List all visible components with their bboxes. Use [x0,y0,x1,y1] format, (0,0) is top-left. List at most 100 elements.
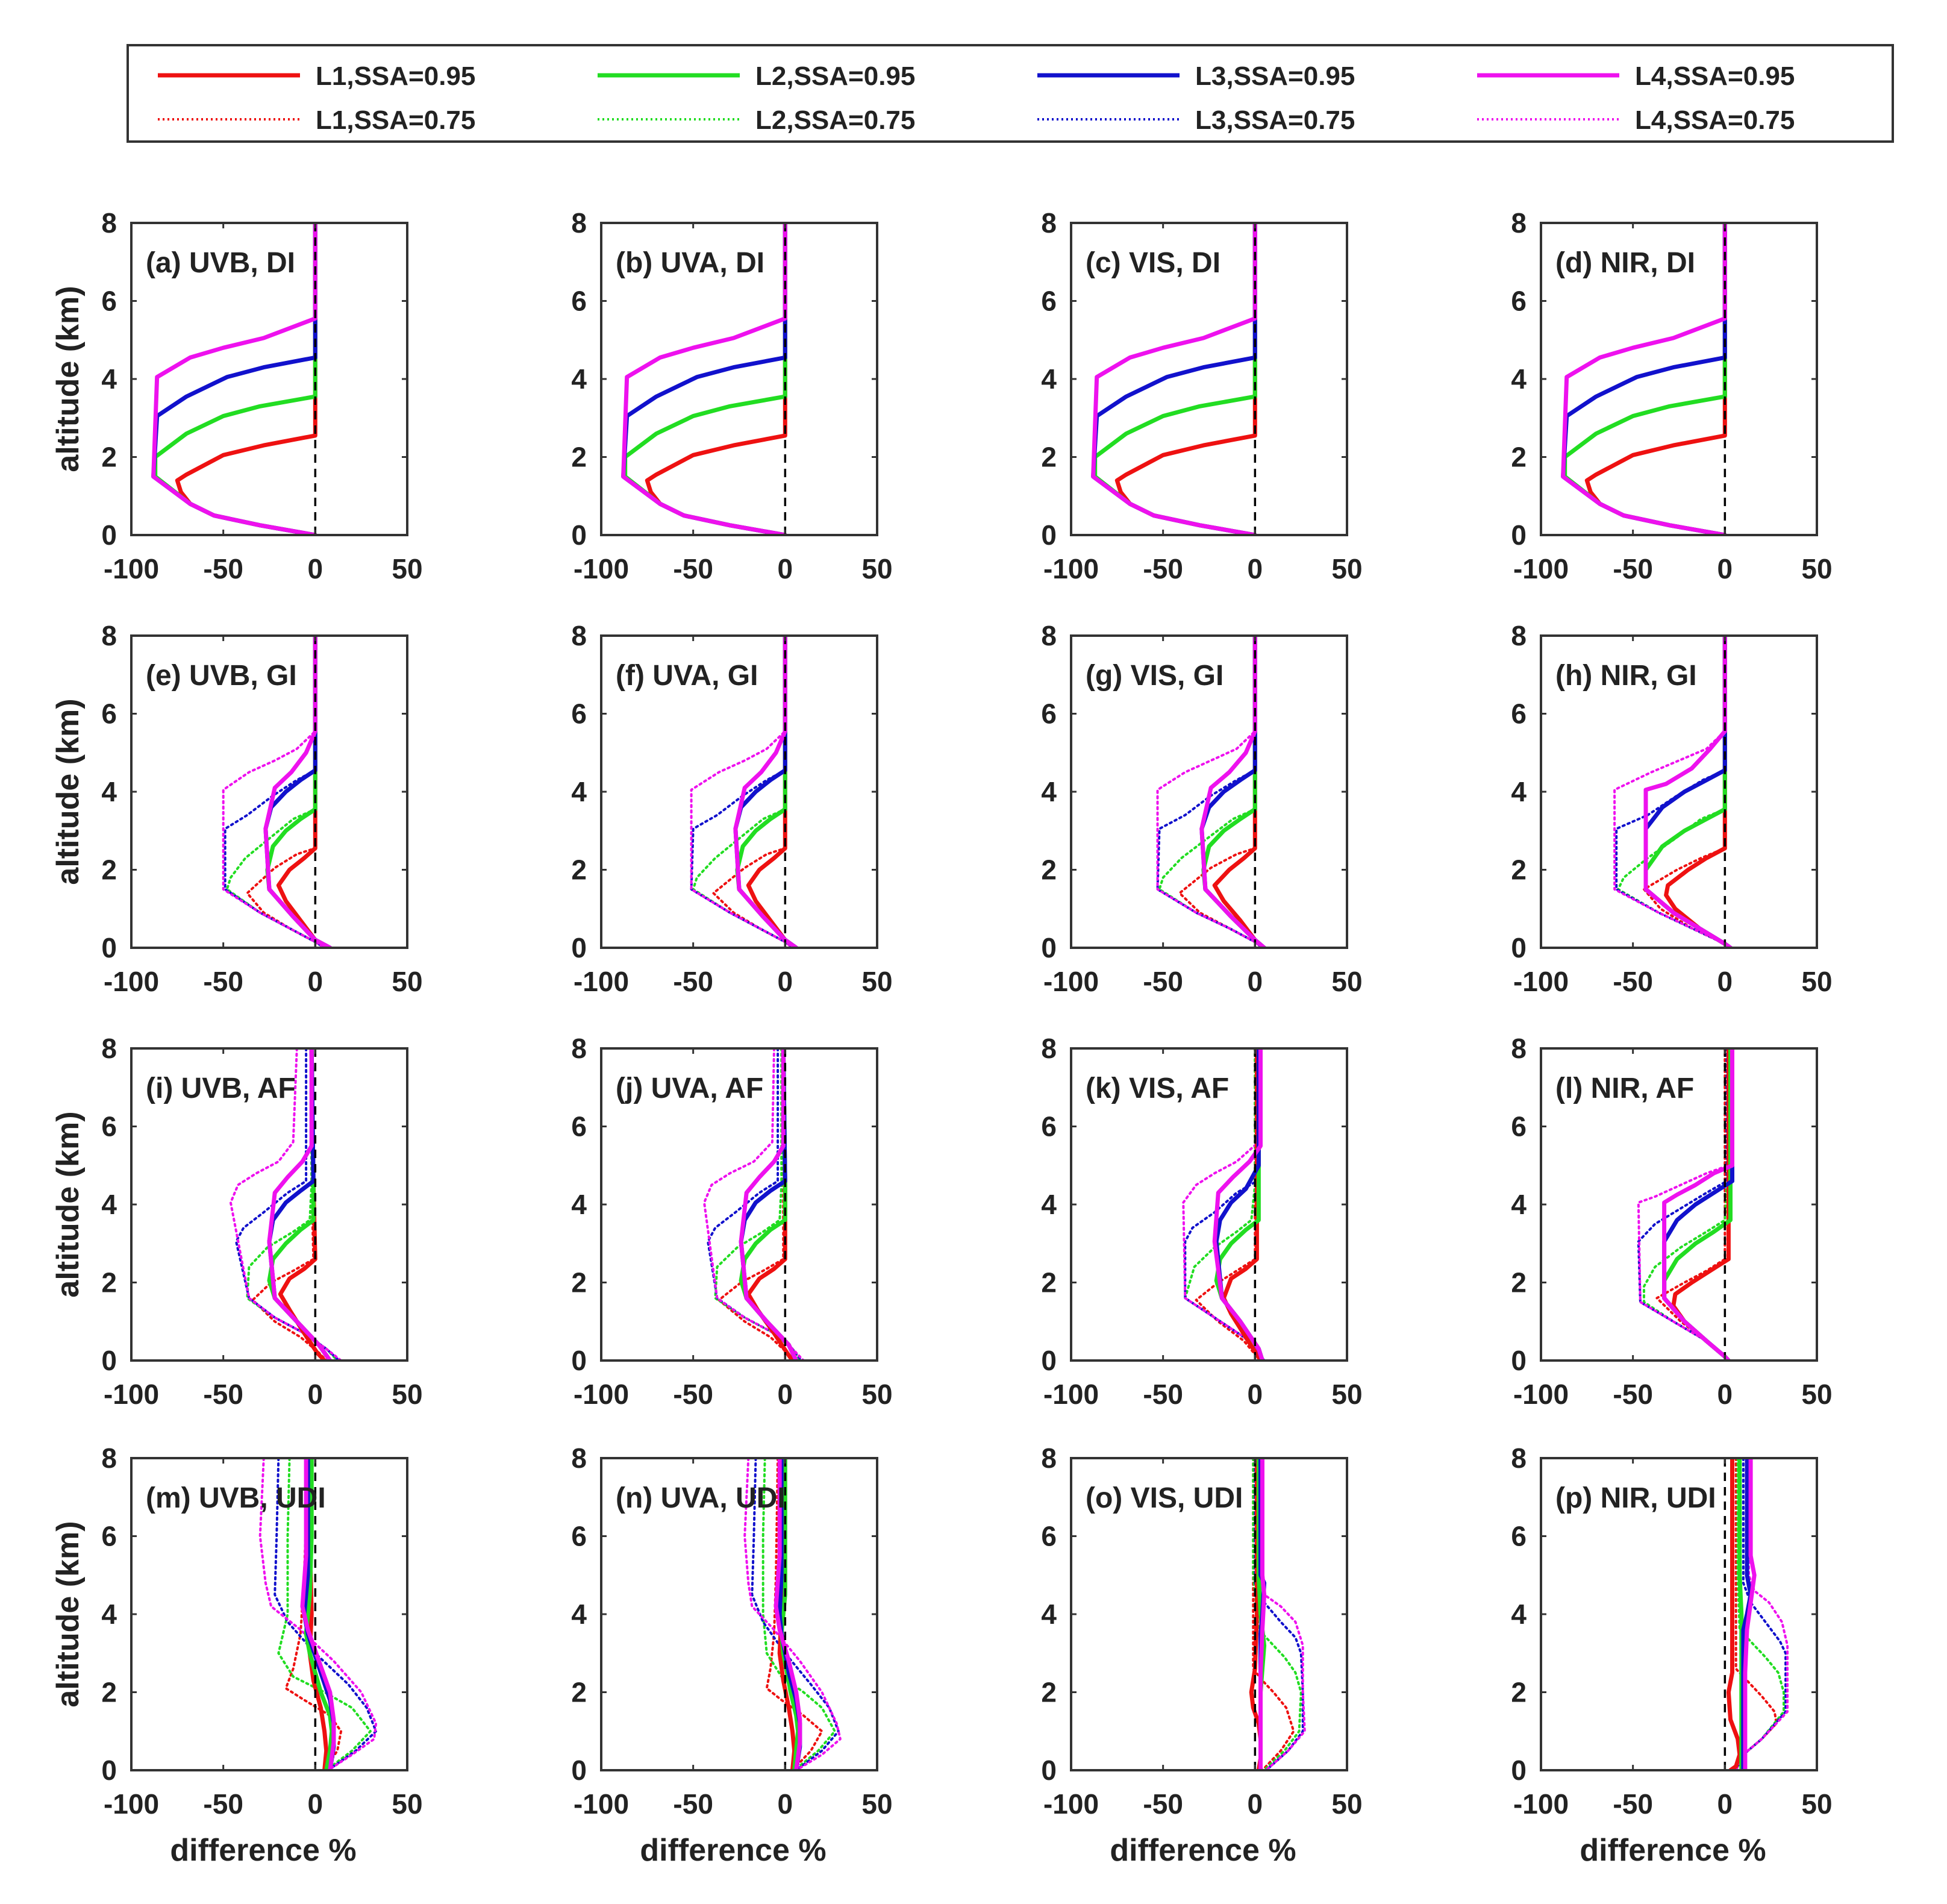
y-tick-label: 4 [571,1599,587,1630]
y-tick-label: 0 [1511,932,1527,963]
y-tick-label: 6 [1511,1111,1527,1142]
x-tick-label: 0 [308,966,323,997]
y-tick-label: 4 [101,776,117,807]
x-tick-label: -100 [104,1379,159,1410]
y-tick-label: 4 [1041,363,1057,395]
plot-area [131,636,407,948]
y-tick-label: 0 [571,1755,587,1786]
series-line [1252,1458,1302,1770]
x-tick-label: -50 [673,553,713,584]
x-tick-label: -100 [104,966,159,997]
x-axis-label: difference % [1110,1833,1296,1868]
y-tick-label: 4 [1511,363,1527,395]
x-tick-label: 0 [1248,966,1263,997]
y-tick-label: 0 [1041,1345,1057,1376]
series-group [690,636,799,948]
y-tick-label: 0 [101,1345,117,1376]
y-tick-label: 8 [101,1033,117,1064]
legend-label: L2,SSA=0.75 [755,105,915,135]
legend-label: L3,SSA=0.75 [1195,105,1355,135]
x-tick-label: 50 [861,1788,892,1820]
panel: -100 -50 0 50 0 2 4 6 8 (n) UVA, UDI difference % [571,1442,892,1868]
plot-area [601,1458,877,1770]
series-line [1258,1458,1267,1770]
y-tick-label: 8 [101,1442,117,1474]
x-tick-label: -100 [1513,553,1569,584]
x-tick-label: 50 [1801,1788,1832,1820]
series-line [743,1458,842,1770]
series-group [743,1458,842,1770]
series-line [277,1458,372,1770]
x-tick-label: -50 [203,553,243,584]
y-tick-label: 8 [571,620,587,651]
panel: -100 -50 0 50 0 2 4 6 8 (c) VIS, DI [1041,207,1362,584]
y-tick-label: 0 [1511,1345,1527,1376]
panel: -100 -50 0 50 0 2 4 6 8 (k) VIS, AF [1041,1033,1362,1410]
series-line [273,1458,378,1770]
legend: L1,SSA=0.95 L2,SSA=0.95 L3,SSA=0.95 L4,SSA=… [127,44,1894,143]
x-tick-label: -100 [573,1788,629,1820]
x-tick-label: -100 [1043,966,1099,997]
series-line [733,636,799,948]
x-tick-label: 50 [392,553,422,584]
panel-title: (c) VIS, DI [1086,247,1220,279]
y-tick-label: 6 [571,698,587,730]
x-tick-label: -50 [1143,966,1183,997]
x-tick-label: 0 [1717,553,1733,584]
y-tick-label: 2 [1511,442,1527,473]
panel-title: (a) UVB, DI [146,247,295,279]
x-tick-label: 50 [392,1788,422,1820]
x-tick-label: 50 [861,1379,892,1410]
y-tick-label: 6 [101,698,117,730]
y-tick-label: 4 [101,1599,117,1630]
y-tick-label: 6 [101,1111,117,1142]
series-group [1613,636,1733,948]
y-tick-label: 4 [1041,1599,1057,1630]
plot-area [601,1048,877,1361]
x-tick-label: -50 [673,966,713,997]
y-tick-label: 8 [101,620,117,651]
panel-title: (l) NIR, AF [1555,1073,1694,1104]
y-tick-label: 2 [1511,854,1527,886]
panel-title: (g) VIS, GI [1086,660,1224,692]
x-tick-label: -100 [1043,1788,1099,1820]
plot-area [601,636,877,948]
series-group [1726,1458,1789,1770]
y-tick-label: 4 [1511,776,1527,807]
y-tick-label: 0 [1041,1755,1057,1786]
x-tick-label: 0 [778,1788,793,1820]
panel: -100 -50 0 50 0 2 4 6 8 (i) UVB, AF altitude (km) [51,1033,423,1410]
series-line [1726,1458,1742,1770]
series-line [1743,1458,1757,1770]
series-line [739,1048,799,1361]
x-tick-label: 0 [308,553,323,584]
series-group [258,1458,378,1770]
x-tick-label: -100 [1043,1379,1099,1410]
series-line [761,1458,836,1770]
y-tick-label: 6 [1041,1111,1057,1142]
y-tick-label: 0 [101,1755,117,1786]
y-tick-label: 2 [1041,442,1057,473]
panel: -100 -50 0 50 0 2 4 6 8 (o) VIS, UDI difference % [1041,1442,1362,1868]
x-tick-label: -50 [1143,1788,1183,1820]
series-line [1156,636,1264,948]
x-tick-label: 0 [778,1379,793,1410]
legend-label: L4,SSA=0.95 [1635,61,1795,91]
y-tick-label: 2 [1041,1677,1057,1708]
panel-title: (n) UVA, UDI [616,1482,786,1514]
series-line [1184,1048,1264,1361]
y-tick-label: 8 [571,1442,587,1474]
x-tick-label: 0 [1248,1379,1263,1410]
y-tick-label: 4 [101,1189,117,1220]
series-group [1091,223,1257,535]
y-tick-label: 8 [1511,620,1527,651]
panel: -100 -50 0 50 0 2 4 6 8 (h) NIR, GI [1511,620,1832,997]
x-tick-label: 0 [1717,1788,1733,1820]
x-tick-label: -100 [104,1788,159,1820]
x-tick-label: -100 [1513,1379,1569,1410]
legend-label: L1,SSA=0.75 [316,105,475,135]
y-tick-label: 2 [1511,1267,1527,1298]
x-tick-label: -50 [1613,966,1652,997]
series-line [267,1048,333,1361]
